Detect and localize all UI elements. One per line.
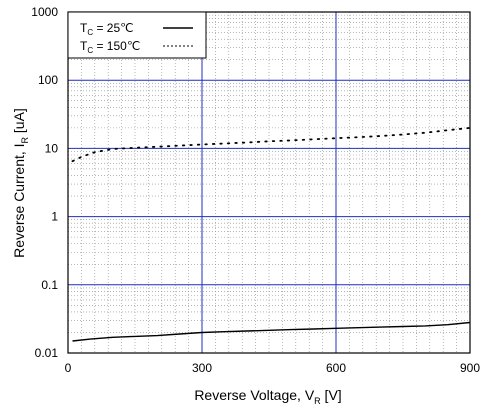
x-axis-title: Reverse Voltage, VR [V] <box>194 387 341 406</box>
legend: TC = 25℃ TC = 150℃ <box>67 11 207 59</box>
y-axis-title: Reverse Current, IR [uA] <box>11 108 30 258</box>
x-axis-title-unit: [V] <box>321 387 342 403</box>
y-axis-title-subscript: R <box>20 136 30 143</box>
legend-box <box>67 11 207 59</box>
tick-labels: 0 300 600 900 0.01 0.1 1 10 100 1000 <box>31 5 480 375</box>
y-axis-title-text: Reverse Current, I <box>11 143 27 257</box>
y-tick-label: 1 <box>51 210 58 224</box>
legend-entry-label: TC = 25℃ <box>80 21 134 37</box>
x-tick-label: 300 <box>192 361 212 375</box>
y-tick-label: 0.01 <box>35 346 59 360</box>
y-tick-label: 10 <box>45 141 59 155</box>
y-tick-label: 1000 <box>31 5 58 19</box>
y-tick-label: 0.1 <box>41 278 58 292</box>
y-axis-title-unit: [uA] <box>11 108 27 137</box>
x-tick-label: 900 <box>460 361 480 375</box>
x-tick-label: 0 <box>65 361 72 375</box>
x-axis-title-text: Reverse Voltage, V <box>194 387 315 403</box>
x-axis-title-subscript: R <box>314 396 321 406</box>
plot-frame <box>67 11 471 354</box>
series-layer <box>71 127 471 342</box>
x-tick-label: 600 <box>326 361 346 375</box>
legend-entry-label: TC = 150℃ <box>80 39 140 55</box>
series-25c-line <box>72 321 471 342</box>
y-tick-label: 100 <box>38 73 58 87</box>
series-150c-line <box>71 127 471 163</box>
